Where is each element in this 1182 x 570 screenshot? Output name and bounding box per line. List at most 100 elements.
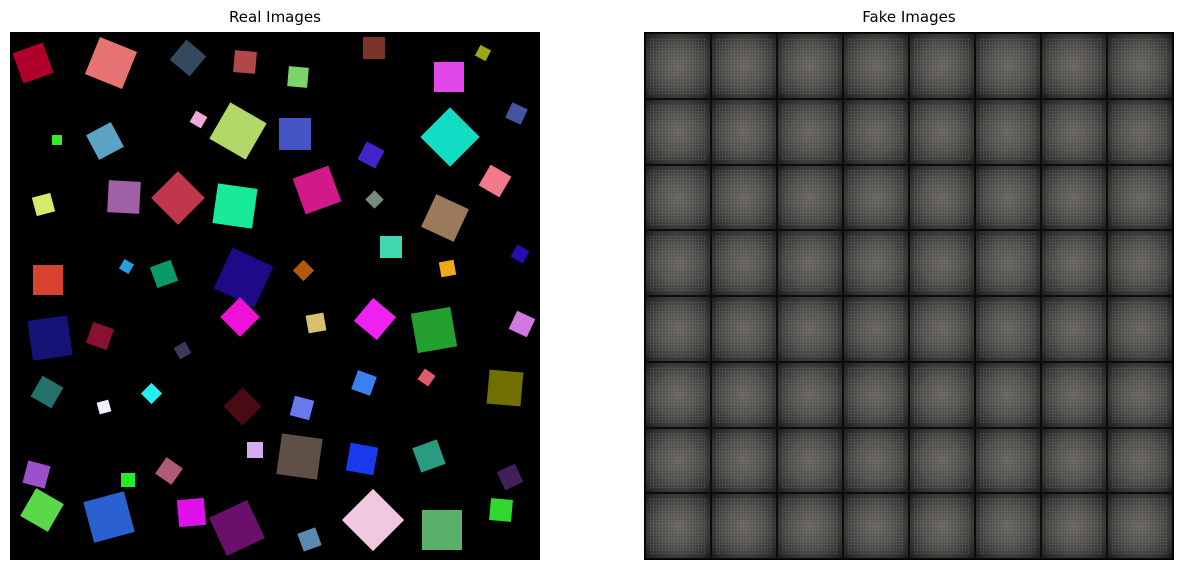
fake-image-tile: [909, 230, 975, 296]
fake-image-tile: [645, 98, 711, 165]
fake-image-tile: [1107, 230, 1173, 296]
fake-image-tile: [909, 493, 975, 559]
fake-images-title: Fake Images: [862, 8, 956, 26]
fake-image-tile: [909, 98, 975, 165]
fake-image-tile: [777, 98, 843, 165]
real-shape: [12, 42, 54, 84]
real-shape: [155, 457, 183, 485]
fake-image-tile: [843, 230, 909, 296]
real-shape: [27, 315, 73, 361]
real-shape: [289, 395, 315, 421]
real-shape: [292, 165, 342, 215]
real-shape: [173, 341, 192, 360]
fake-image-tile: [1107, 427, 1173, 494]
real-shape: [486, 369, 524, 407]
fake-image-tile: [909, 164, 975, 231]
real-shape: [508, 310, 536, 338]
real-shape: [118, 258, 135, 275]
fake-image-tile: [1107, 296, 1173, 362]
fake-image-tile: [843, 361, 909, 428]
real-shape: [489, 498, 513, 522]
fake-image-tile: [1041, 493, 1107, 559]
real-shape: [279, 118, 311, 150]
fake-image-tile: [711, 296, 777, 362]
real-shape: [151, 171, 205, 225]
real-shape: [121, 473, 135, 487]
fake-image-tile: [975, 164, 1041, 231]
real-shape: [247, 442, 263, 458]
fake-image-tile: [777, 427, 843, 494]
fake-image-tile: [1107, 493, 1173, 559]
fake-image-tile: [711, 427, 777, 494]
real-shape: [297, 527, 322, 552]
real-shape: [510, 244, 530, 264]
fake-image-tile: [711, 98, 777, 165]
real-shape: [380, 236, 402, 258]
real-shape: [474, 44, 492, 62]
fake-image-tile: [777, 361, 843, 428]
real-shape: [83, 491, 135, 543]
fake-image-tile: [975, 361, 1041, 428]
fake-image-tile: [1041, 361, 1107, 428]
fake-image-tile: [975, 33, 1041, 99]
fake-image-tile: [843, 33, 909, 99]
real-shape: [209, 102, 267, 160]
fake-image-tile: [645, 361, 711, 428]
fake-image-tile: [1107, 361, 1173, 428]
fake-image-tile: [777, 33, 843, 99]
fake-image-tile: [711, 33, 777, 99]
real-images-panel: [10, 32, 540, 560]
fake-image-tile: [645, 230, 711, 296]
fake-image-tile: [711, 230, 777, 296]
real-shape: [287, 66, 309, 88]
fake-image-tile: [1041, 98, 1107, 165]
fake-image-tile: [909, 33, 975, 99]
fake-image-tile: [1107, 33, 1173, 99]
real-shape: [410, 306, 458, 354]
real-shape: [140, 382, 163, 405]
fake-image-tile: [777, 296, 843, 362]
fake-image-tile: [843, 98, 909, 165]
fake-image-tile: [1041, 164, 1107, 231]
real-shape: [31, 192, 56, 217]
real-shape: [434, 62, 464, 92]
real-shape: [107, 180, 141, 214]
real-shape: [496, 463, 524, 491]
real-shape: [176, 497, 207, 528]
real-shape: [438, 259, 457, 278]
real-shape: [421, 194, 469, 242]
real-shape: [292, 259, 315, 282]
real-shape: [357, 141, 385, 169]
real-shape: [417, 368, 436, 387]
fake-image-tile: [1107, 98, 1173, 165]
fake-image-tile: [1041, 33, 1107, 99]
real-images-title: Real Images: [229, 8, 321, 26]
real-shape: [351, 370, 377, 396]
fake-image-tile: [909, 361, 975, 428]
fake-image-tile: [1041, 296, 1107, 362]
fake-image-tile: [645, 164, 711, 231]
fake-image-tile: [843, 164, 909, 231]
real-shape: [212, 183, 258, 229]
fake-images-panel: [644, 32, 1174, 560]
fake-image-tile: [843, 296, 909, 362]
real-shape: [505, 102, 528, 125]
real-shape: [276, 433, 323, 480]
real-shape: [85, 321, 115, 351]
fake-image-tile: [909, 427, 975, 494]
fake-image-tile: [843, 493, 909, 559]
real-shape: [86, 122, 124, 160]
real-shape: [412, 439, 446, 473]
fake-image-tile: [975, 493, 1041, 559]
real-shape: [422, 510, 462, 550]
real-shape: [365, 190, 384, 209]
real-shape: [478, 164, 512, 198]
real-shape: [213, 247, 274, 308]
real-shape: [149, 259, 179, 289]
real-shape: [341, 488, 405, 552]
real-shape: [345, 442, 379, 476]
real-shape: [169, 39, 207, 77]
real-shape: [52, 135, 62, 145]
fake-image-tile: [1041, 427, 1107, 494]
fake-image-tile: [777, 230, 843, 296]
